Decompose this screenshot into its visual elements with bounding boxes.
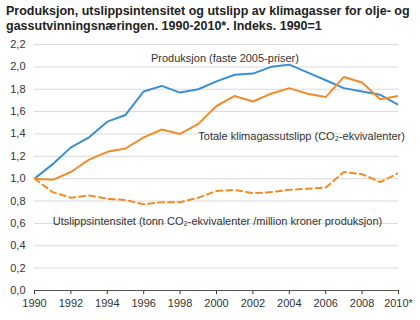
svg-text:Produksjon (faste 2005-priser): Produksjon (faste 2005-priser) <box>151 52 299 64</box>
svg-text:0,2: 0,2 <box>10 262 25 274</box>
svg-text:2008: 2008 <box>350 297 374 309</box>
html-text:Produksjon, utslippsintensitet: Produksjon, utslippsintensitet og utslip… <box>6 4 410 33</box>
svg-text:1994: 1994 <box>95 297 119 309</box>
svg-text:1,4: 1,4 <box>10 127 25 139</box>
svg-text:1992: 1992 <box>59 297 83 309</box>
svg-text:1,6: 1,6 <box>10 105 25 117</box>
svg-text:0,0: 0,0 <box>10 284 25 296</box>
svg-text:1,8: 1,8 <box>10 83 25 95</box>
svg-text:Utslippsintensitet (tonn CO₂-e: Utslippsintensitet (tonn CO₂-ekvivalente… <box>53 215 383 227</box>
svg-text:1,0: 1,0 <box>10 172 25 184</box>
svg-text:2010*: 2010* <box>384 297 413 309</box>
svg-text:2004: 2004 <box>277 297 301 309</box>
svg-text:1996: 1996 <box>131 297 155 309</box>
svg-text:0,4: 0,4 <box>10 239 25 251</box>
svg-text:1998: 1998 <box>168 297 192 309</box>
svg-text:2002: 2002 <box>241 297 265 309</box>
svg-text:2,0: 2,0 <box>10 60 25 72</box>
svg-text:0,8: 0,8 <box>10 195 25 207</box>
svg-text:2006: 2006 <box>313 297 337 309</box>
svg-text:1990: 1990 <box>22 297 46 309</box>
svg-text:1,2: 1,2 <box>10 150 25 162</box>
svg-text:0,6: 0,6 <box>10 217 25 229</box>
svg-text:2000: 2000 <box>204 297 228 309</box>
svg-text:2,2: 2,2 <box>10 38 25 50</box>
svg-text:Totale klimagassutslipp (CO₂-e: Totale klimagassutslipp (CO₂-ekvivalente… <box>198 130 405 142</box>
